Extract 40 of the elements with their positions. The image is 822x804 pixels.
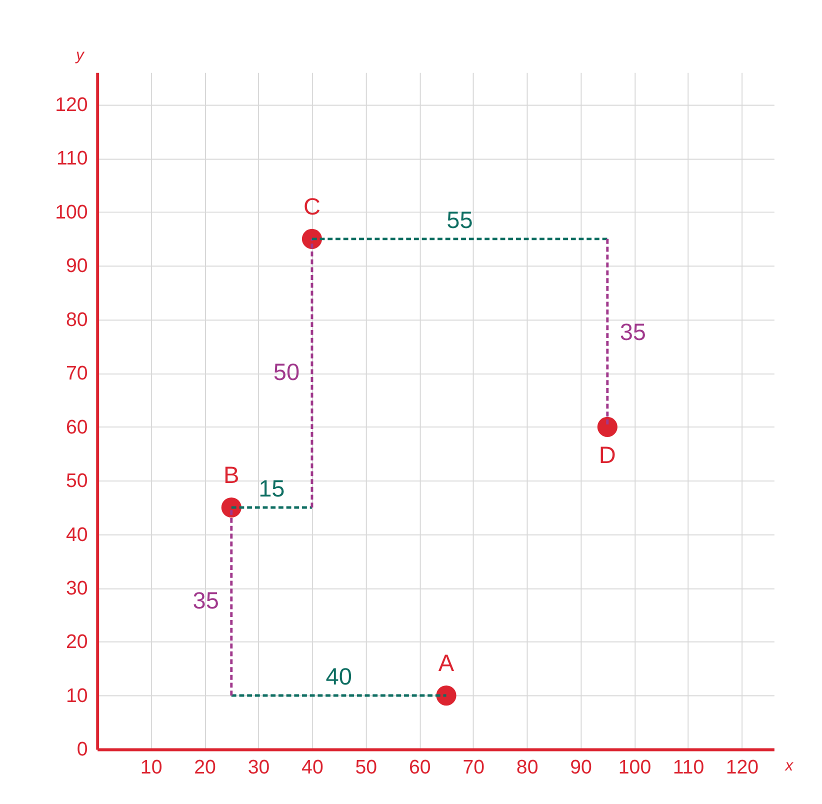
- x-tick-label: 120: [726, 756, 759, 778]
- point: [436, 685, 456, 706]
- y-tick-label: 0: [76, 738, 88, 761]
- y-axis-title: y: [75, 47, 86, 64]
- annotation: B: [224, 462, 240, 488]
- x-tick-label: 100: [618, 756, 652, 778]
- annotation: 55: [446, 207, 473, 234]
- y-tick-label: 80: [66, 308, 88, 331]
- x-axis-title: x: [784, 757, 794, 774]
- x-tick-label: 10: [140, 756, 162, 778]
- annotation: 50: [273, 359, 300, 386]
- annotation: D: [598, 442, 616, 468]
- x-tick-label: 80: [516, 756, 538, 778]
- y-tick-label: 30: [66, 577, 88, 600]
- annotation: A: [438, 650, 454, 676]
- annotation: 35: [192, 587, 219, 614]
- y-tick-label: 10: [66, 684, 88, 707]
- x-tick-label: 30: [248, 756, 270, 778]
- x-tick-label: 110: [672, 756, 704, 778]
- y-tick-label: 100: [55, 201, 88, 224]
- x-tick-label: 60: [408, 756, 431, 778]
- point: [597, 416, 618, 437]
- annotation: 35: [620, 318, 646, 345]
- x-tick-label: 40: [302, 756, 324, 778]
- y-tick-label: 40: [66, 524, 88, 546]
- y-tick-label: 70: [66, 362, 88, 385]
- y-tick-label: 90: [66, 255, 88, 278]
- x-tick-label: 50: [355, 756, 378, 778]
- annotation: 15: [258, 476, 285, 502]
- point: [221, 497, 242, 518]
- y-tick-label: 50: [66, 470, 88, 492]
- y-tick-label: 110: [56, 148, 88, 170]
- x-tick-label: 20: [194, 756, 216, 778]
- y-tick-label: 60: [66, 416, 88, 438]
- y-tick-label: 20: [66, 631, 88, 654]
- annotation: 40: [326, 664, 352, 690]
- annotation: C: [303, 193, 320, 220]
- y-tick-label: 120: [55, 94, 88, 116]
- x-tick-label: 70: [462, 756, 485, 778]
- x-tick-label: 90: [570, 756, 592, 778]
